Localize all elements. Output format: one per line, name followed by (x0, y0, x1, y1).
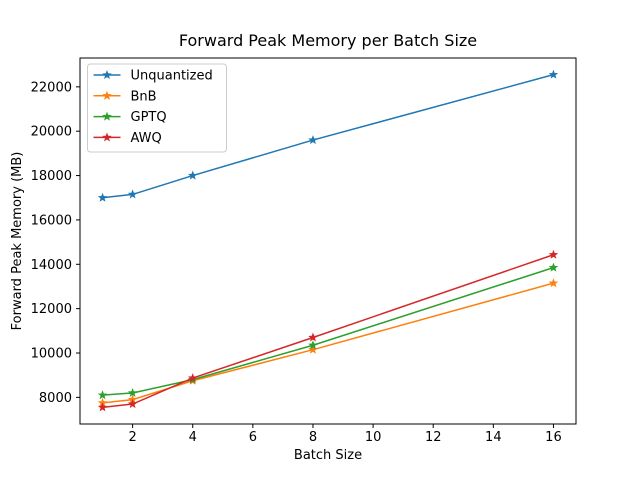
x-tick-label: 6 (249, 430, 257, 445)
y-tick-label: 20000 (31, 125, 72, 140)
legend-marker-icon (102, 70, 112, 80)
legend-label-bnb: BnB (131, 89, 157, 104)
data-point-marker-awq (97, 402, 108, 412)
chart-title: Forward Peak Memory per Batch Size (179, 31, 477, 50)
y-tick-label: 12000 (31, 302, 72, 317)
legend-label-awq: AWQ (131, 131, 162, 146)
data-point-marker-bnb (548, 278, 559, 288)
x-axis-label: Batch Size (294, 448, 362, 463)
y-tick-label: 14000 (31, 258, 72, 273)
data-point-marker-gptq (308, 340, 318, 350)
x-tick-label: 4 (189, 430, 197, 445)
data-point-marker-unquantized (127, 189, 138, 199)
data-point-marker-unquantized (548, 69, 559, 79)
data-point-marker-awq (127, 399, 138, 409)
y-tick-label: 8000 (39, 391, 72, 406)
data-point-marker-awq (308, 332, 318, 342)
y-axis-label: Forward Peak Memory (MB) (10, 152, 25, 331)
series-line-gptq (102, 266, 554, 396)
x-tick-label: 8 (309, 430, 317, 445)
data-point-marker-unquantized (187, 170, 198, 180)
plot-area-border (79, 57, 577, 425)
legend-marker-icon (102, 90, 112, 100)
legend-box (87, 63, 227, 153)
legend-label-unquantized: Unquantized (131, 69, 213, 84)
legend-label-gptq: GPTQ (131, 110, 167, 125)
x-tick-label: 12 (425, 430, 442, 445)
y-tick-label: 18000 (31, 169, 72, 184)
y-tick-label: 22000 (31, 80, 72, 95)
data-point-marker-gptq (127, 387, 138, 397)
data-point-marker-awq (548, 249, 559, 259)
data-point-marker-awq (187, 373, 198, 383)
data-point-marker-unquantized (97, 192, 108, 202)
x-tick-label: 2 (128, 430, 136, 445)
axis-ticks: 2 4 6 8 10 12 14 16 8000 10000 12000 14000 16000 1800… (31, 80, 562, 445)
y-tick-label: 16000 (31, 213, 72, 228)
data-point-marker-bnb (308, 344, 318, 354)
y-tick-label: 10000 (31, 347, 72, 362)
data-point-marker-gptq (548, 262, 559, 272)
x-tick-label: 10 (365, 430, 382, 445)
x-tick-label: 14 (485, 430, 502, 445)
data-point-marker-gptq (97, 390, 108, 400)
legend-marker-icon (102, 132, 112, 142)
legend-marker-icon (102, 111, 112, 121)
x-tick-label: 16 (545, 430, 562, 445)
legend: Unquantized BnB GPTQ AWQ (87, 63, 227, 153)
data-series (97, 69, 559, 412)
data-point-marker-unquantized (308, 135, 318, 145)
